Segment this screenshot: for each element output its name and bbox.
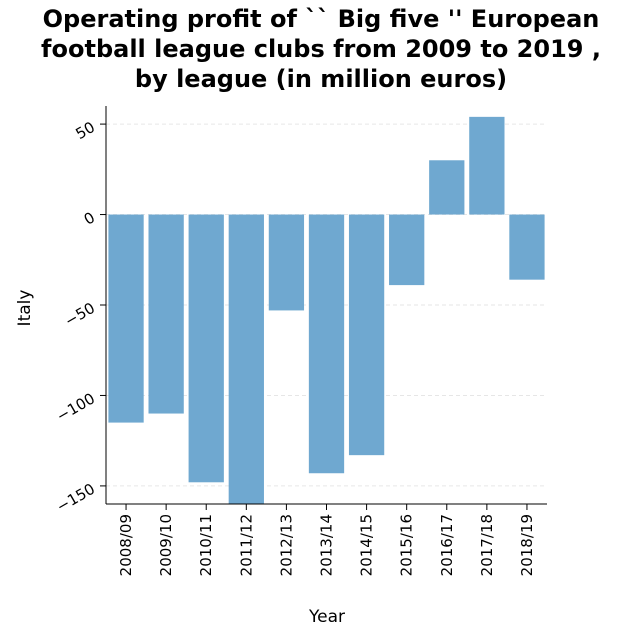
- y-tick-label: 50: [72, 118, 98, 143]
- bar-2013-14: [308, 214, 345, 474]
- bars: [108, 116, 545, 504]
- x-tick-label: 2008/09: [117, 514, 135, 576]
- x-tick-label: 2010/11: [197, 514, 215, 576]
- y-tick-label: 0: [81, 208, 98, 228]
- bar-2015-16: [389, 214, 425, 286]
- x-tick-label: 2013/14: [318, 514, 336, 576]
- bar-2018-19: [509, 214, 545, 280]
- x-tick-label: 2009/10: [157, 514, 175, 576]
- chart-title-line-2: football league clubs from 2009 to 2019 …: [41, 35, 601, 63]
- bar-2010-11: [188, 214, 224, 483]
- chart-title-line-3: by league (in million euros): [134, 65, 508, 93]
- x-tick-label: 2017/18: [478, 514, 496, 576]
- x-tick-label: 2014/15: [358, 514, 376, 576]
- x-tick-label: 2015/16: [398, 514, 416, 576]
- y-tick-label: −150: [53, 480, 98, 516]
- chart-title: Operating profit of `` Big five '' Europ…: [0, 4, 642, 94]
- bar-2017-18: [469, 116, 505, 215]
- bar-2011-12: [228, 214, 264, 504]
- bar-2009-10: [148, 214, 184, 414]
- x-tick-label: 2018/19: [518, 514, 536, 576]
- bar-2014-15: [348, 214, 385, 456]
- bar-2012-13: [268, 214, 305, 311]
- x-tick-label: 2016/17: [438, 514, 456, 576]
- x-axis-title: Year: [308, 607, 345, 627]
- y-tick-label: −100: [53, 389, 98, 425]
- chart-title-line-1: Operating profit of `` Big five '' Europ…: [42, 5, 600, 33]
- bar-2008-09: [108, 214, 144, 423]
- bar-2016-17: [429, 160, 465, 215]
- x-tick-label: 2011/12: [237, 514, 255, 576]
- y-tick-label: −50: [62, 299, 98, 330]
- x-tick-label: 2012/13: [277, 514, 295, 576]
- y-axis-title: Italy: [15, 290, 35, 327]
